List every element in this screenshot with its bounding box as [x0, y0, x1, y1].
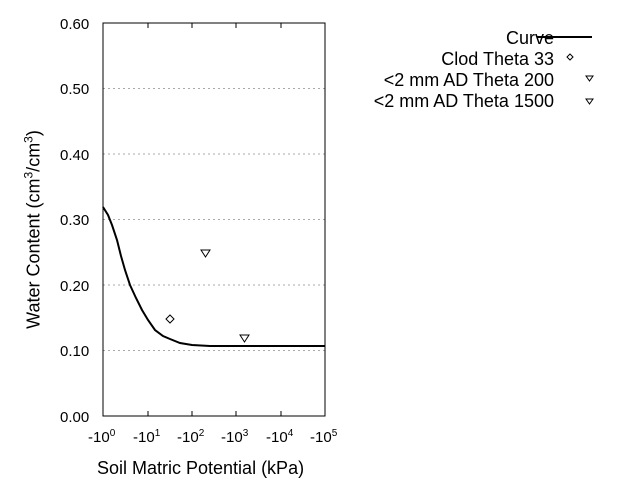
ytick: 0.00 [60, 409, 90, 426]
xtick: -102 [177, 428, 205, 446]
ytick: 0.50 [60, 81, 90, 98]
legend-diamond [566, 53, 574, 61]
triangle-marker [239, 334, 250, 343]
y-axis-label: Water Content (cm3/cm3) [21, 130, 44, 329]
xtick: -100 [88, 428, 116, 446]
legend-label: Clod Theta 33 [441, 49, 554, 69]
legend-triangle [585, 98, 594, 105]
ytick: 0.20 [60, 278, 90, 295]
ytick: 0.60 [60, 16, 90, 33]
plot-frame [102, 22, 326, 417]
ytick: 0.10 [60, 343, 90, 360]
legend-label: <2 mm AD Theta 1500 [373, 91, 554, 111]
legend-label: <2 mm AD Theta 200 [383, 70, 554, 90]
xtick: -101 [133, 428, 161, 446]
xtick: -104 [266, 428, 294, 446]
x-axis-label: Soil Matric Potential (kPa) [97, 458, 305, 478]
ytick: 0.40 [60, 147, 90, 164]
ytick: 0.30 [60, 212, 90, 229]
legend-label: Curve [505, 28, 554, 48]
legend-triangle [585, 75, 594, 82]
diamond-marker [165, 314, 175, 324]
xtick: -103 [221, 428, 249, 446]
xtick: -105 [310, 428, 338, 446]
curve-line [102, 206, 325, 347]
triangle-marker [200, 249, 211, 258]
